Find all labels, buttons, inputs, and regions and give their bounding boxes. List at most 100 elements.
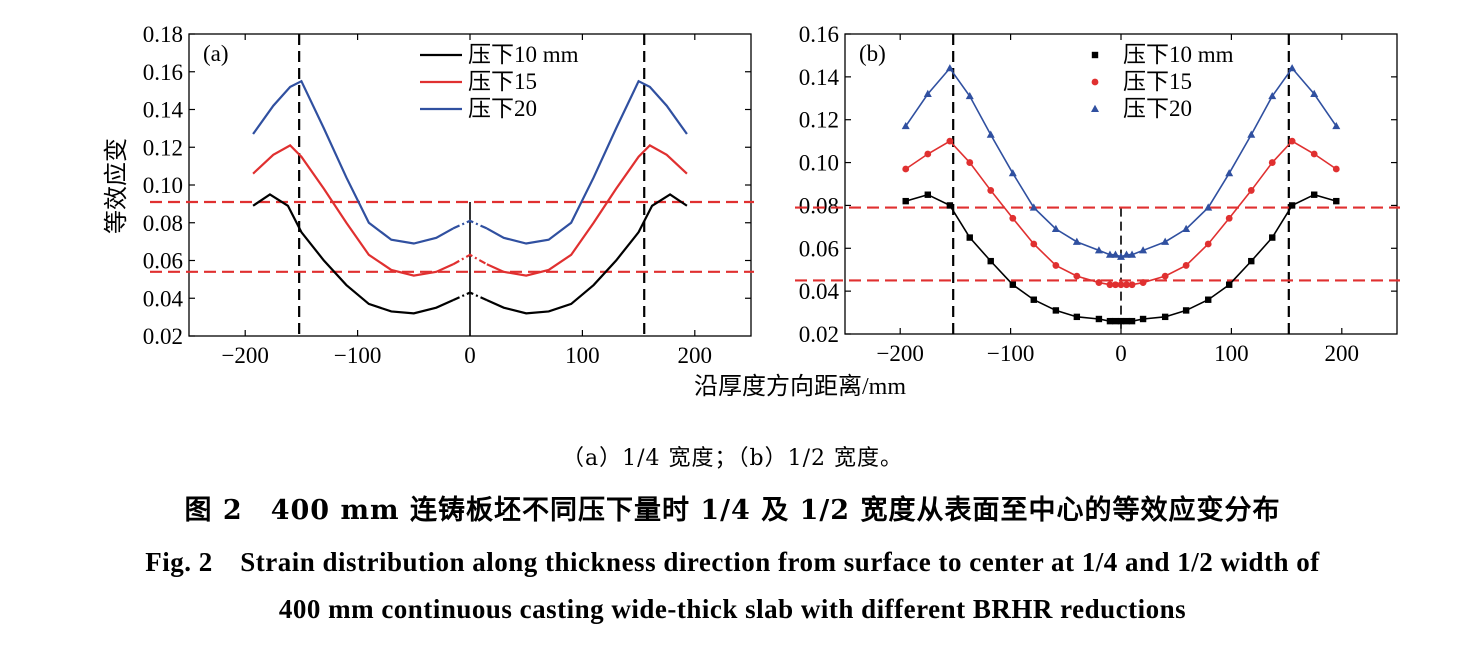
panel-b-data-point	[1029, 203, 1038, 211]
panel-b-data-point	[945, 64, 954, 72]
panel-b-data-point	[924, 150, 932, 158]
panel-b-legend-label: 压下15	[1123, 69, 1192, 94]
panel-b-legend-label: 压下10 mm	[1123, 42, 1234, 67]
panel-b-data-point	[1095, 279, 1103, 286]
panel-b-data-point	[965, 91, 974, 100]
panel-b-data-point	[1225, 214, 1233, 222]
y-axis-title: 等效应变	[103, 138, 130, 234]
panel-a-legend-label: 压下10 mm	[468, 42, 579, 67]
panel-b-data-point	[924, 191, 931, 198]
panel-b-y-tick-label: 0.12	[799, 108, 839, 133]
panel-a-series-line-left	[252, 193, 454, 315]
panel-b-data-point	[1182, 224, 1191, 232]
panel-b-data-point	[1288, 202, 1296, 209]
panel-b-data-point	[1310, 89, 1319, 97]
panel-a-y-tick-label: 0.14	[143, 98, 184, 123]
panel-a-x-tick-label: −200	[221, 343, 268, 368]
panel-b-data-point	[901, 121, 910, 130]
panel-a: 0.02 0.04 0.06 0.08 0.10 0.12 0.14 0.16 0.18 −200…	[143, 22, 754, 368]
panel-b-data-point	[1117, 252, 1125, 260]
panel-b-data-point	[1225, 169, 1234, 177]
panel-b-data-point	[1268, 91, 1277, 100]
panel-a-y-tick-label: 0.18	[143, 22, 183, 47]
panel-a-y-tick-label: 0.02	[143, 324, 183, 349]
panel-a-series-line-center-dashed	[452, 219, 488, 230]
panel-b-data-point	[1139, 279, 1147, 286]
panel-b-data-point	[1333, 197, 1340, 205]
panel-b-data-point	[1128, 317, 1136, 325]
panel-b: 0.02 0.04 0.06 0.08 0.10 0.12 0.14 0.16 −200 −100…	[795, 22, 1400, 366]
panel-b-data-point	[1311, 191, 1318, 198]
panel-b-data-point	[1161, 313, 1169, 321]
panel-b-y-tick-label: 0.04	[799, 279, 840, 304]
panel-b-data-point	[1052, 307, 1060, 314]
panel-b-x-tick-label: −100	[987, 341, 1034, 366]
panel-b-x-tick-label: 100	[1214, 341, 1249, 366]
panel-a-y-tick-label: 0.12	[143, 135, 183, 160]
panel-b-data-point	[1161, 272, 1169, 280]
panel-b-data-point	[1051, 224, 1060, 232]
panel-a-x-tick-label: 200	[678, 343, 713, 368]
panel-b-data-point	[1128, 281, 1136, 289]
panel-a-legend-label: 压下15	[468, 69, 537, 94]
panel-b-data-point	[1123, 317, 1130, 325]
panel-b-data-point	[1008, 169, 1017, 177]
panel-b-y-tick-label: 0.06	[799, 236, 839, 261]
panel-b-data-point	[1139, 315, 1147, 323]
panel-b-data-point	[966, 159, 974, 166]
panel-b-data-point	[1073, 313, 1081, 321]
panel-b-data-point	[1112, 281, 1119, 289]
panel-b-legend-label: 压下20	[1123, 96, 1192, 121]
panel-a-legend-label: 压下20	[468, 96, 537, 121]
panel-a-series-line-center-dashed	[452, 253, 488, 266]
panel-b-data-point	[1009, 281, 1017, 288]
panel-b-data-point	[1204, 240, 1212, 248]
panel-b-data-point	[1161, 237, 1170, 245]
panel-b-y-tick-label: 0.14	[799, 65, 840, 90]
panel-b-data-point	[1248, 257, 1255, 265]
panel-b-data-point	[1117, 317, 1125, 325]
panel-b-data-point	[987, 187, 995, 194]
panel-b-data-point	[1106, 281, 1114, 289]
panel-b-data-point	[902, 197, 909, 205]
panel-b-data-point	[1095, 315, 1103, 323]
panel-a-y-tick-label: 0.10	[143, 173, 183, 198]
panel-b-data-point	[1247, 187, 1255, 194]
panel-b-label: (b)	[859, 41, 886, 66]
panel-b-data-point	[1205, 296, 1212, 303]
panel-b-data-point	[1105, 250, 1114, 258]
caption-english-line-2: 400 mm continuous casting wide-thick sla…	[278, 594, 1187, 624]
figure-canvas: 0.02 0.04 0.06 0.08 0.10 0.12 0.14 0.16 0.18 −200…	[103, 22, 1400, 400]
panel-b-data-point	[1288, 64, 1297, 72]
panel-a-series-line-right	[486, 143, 688, 277]
panel-b-legend-marker	[1091, 78, 1099, 86]
panel-a-x-tick-label: 100	[565, 343, 600, 368]
panel-b-data-point	[1052, 262, 1060, 269]
panel-b-x-tick-label: 0	[1115, 341, 1127, 366]
panel-b-data-point	[1111, 250, 1120, 258]
panel-a-x-tick-label: 0	[464, 343, 476, 368]
panel-b-y-tick-label: 0.02	[799, 322, 839, 347]
panel-b-y-tick-label: 0.16	[799, 22, 839, 47]
panel-b-data-point	[1310, 150, 1318, 158]
panel-b-data-point	[946, 202, 954, 209]
panel-b-data-point	[1123, 281, 1130, 289]
panel-b-data-point	[1269, 234, 1276, 241]
panel-b-data-point	[1182, 262, 1190, 269]
panel-b-data-point	[1139, 246, 1148, 254]
panel-b-legend-marker	[1091, 51, 1099, 59]
panel-a-series-line-center-dashed	[452, 291, 488, 302]
panel-b-data-point	[946, 137, 954, 145]
panel-b-data-point	[1009, 214, 1017, 222]
panel-b-legend-marker	[1091, 104, 1099, 112]
panel-b-data-point	[923, 89, 932, 97]
subcaption: （a）1/4 宽度；（b）1/2 宽度。	[562, 446, 903, 471]
panel-b-data-point	[1288, 137, 1296, 145]
panel-b-data-point	[1182, 307, 1190, 314]
panel-b-data-point	[987, 257, 994, 265]
panel-a-series-line-left	[252, 79, 454, 245]
panel-a-y-tick-label: 0.06	[143, 249, 183, 274]
panel-a-series-line-right	[486, 193, 688, 315]
panel-a-label: (a)	[203, 41, 229, 66]
panel-b-data-point	[1094, 246, 1103, 254]
